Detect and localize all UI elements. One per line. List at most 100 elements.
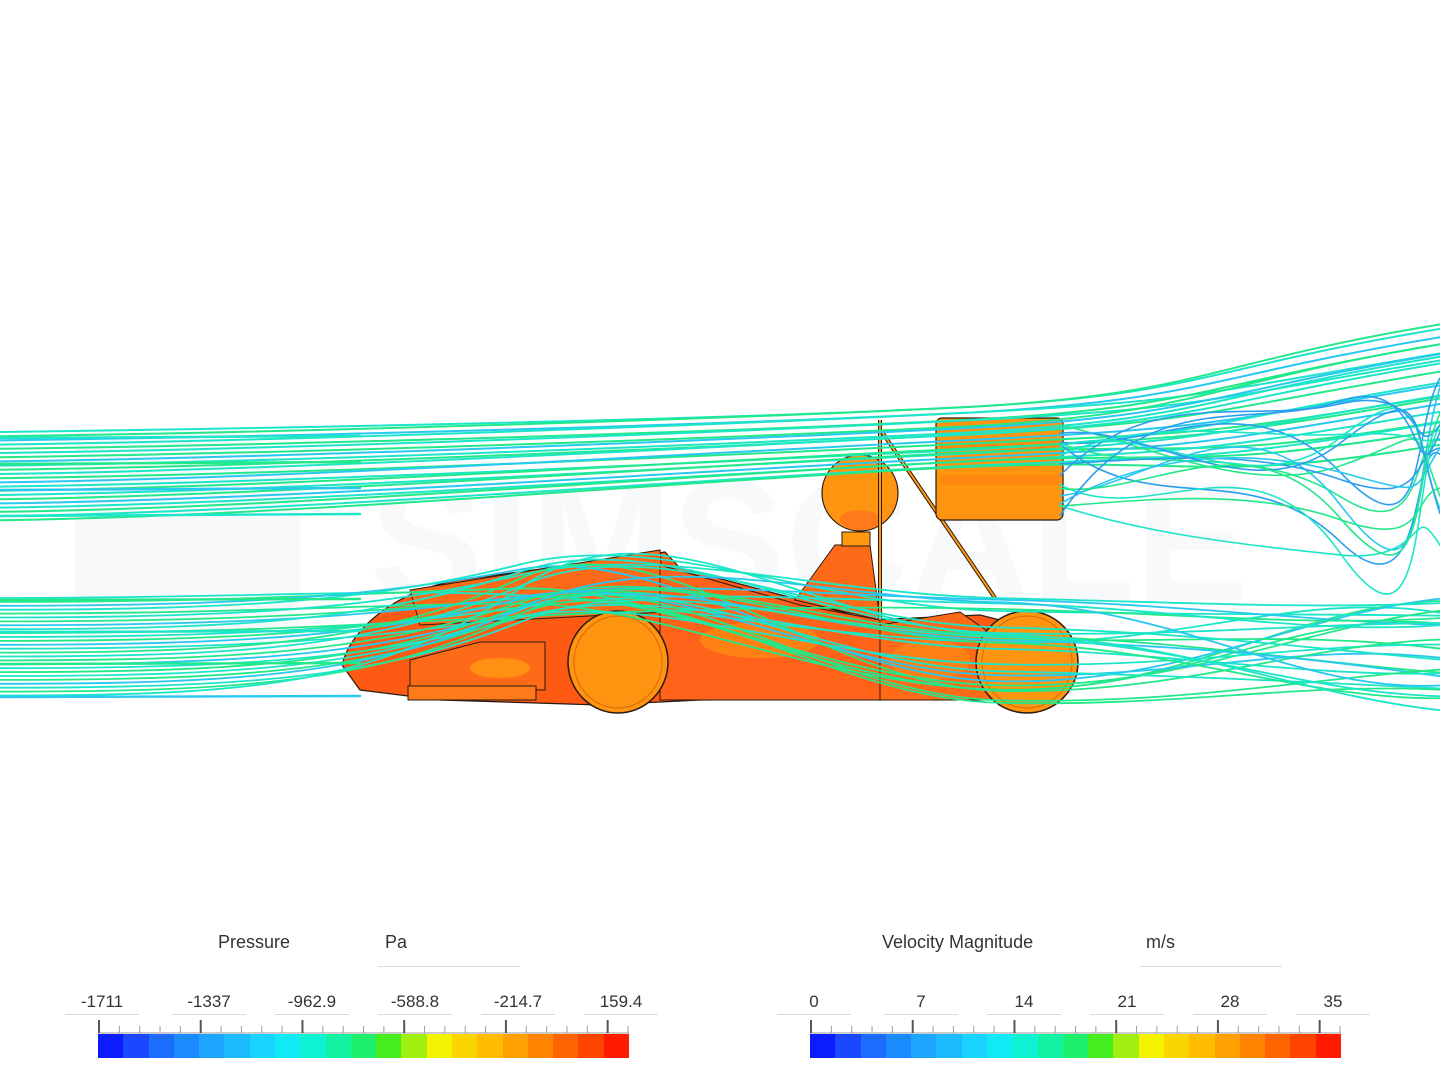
pressure-legend-unit: Pa (385, 932, 408, 952)
streamline (1059, 423, 1440, 497)
streamline (0, 395, 1440, 480)
streamline (1059, 446, 1440, 490)
colorbar-segment (578, 1034, 604, 1058)
streamline (0, 420, 1440, 501)
colorbar-segment (860, 1034, 886, 1058)
colorbar-segment (1138, 1034, 1164, 1058)
colorbar-segment (1163, 1034, 1190, 1058)
streamline (0, 599, 1440, 698)
colorbar-segment (1113, 1034, 1139, 1058)
colorbar-segment (911, 1034, 937, 1058)
streamline (0, 575, 1440, 687)
streamline (1059, 399, 1440, 477)
colorbar-segment (1239, 1034, 1266, 1058)
colorbar-segment (325, 1034, 351, 1058)
colorbar-segment (885, 1034, 912, 1058)
3d-viewport[interactable]: SIMSCALE (0, 0, 1440, 900)
velocity-tick-label: 28 (1220, 992, 1240, 1011)
colorbar-segment (376, 1034, 402, 1058)
front-wheel (567, 610, 669, 714)
streamline (1059, 430, 1440, 457)
streamline (0, 343, 1440, 459)
pressure-tick-label: -588.8 (390, 992, 440, 1011)
streamline (0, 353, 1440, 463)
colorbar-segment (1214, 1034, 1240, 1058)
streamline (1059, 395, 1440, 517)
velocity-legend: Velocity Magnitude m/s 0 7 14 21 28 35 (712, 920, 1432, 1070)
tick-label-underline (884, 1014, 958, 1015)
pressure-tick-label: -1711 (80, 992, 124, 1011)
streamline (0, 592, 1440, 678)
streamline (0, 384, 1440, 484)
streamline (0, 381, 1440, 488)
tick-label-underline (172, 1014, 246, 1015)
pressure-colorbar (98, 1034, 629, 1058)
colorbar-segment (451, 1034, 478, 1058)
streamline (0, 486, 362, 492)
colorbar-segment (1037, 1034, 1063, 1058)
streamline (0, 599, 1440, 705)
pressure-legend: Pressure Pa -1711 -1337 -962.9 -588.8 -214.7… (0, 920, 720, 1070)
streamline (0, 362, 1440, 475)
streamline (0, 592, 1440, 702)
colorbar-segment (1088, 1034, 1114, 1058)
colorbar-segment (148, 1034, 174, 1058)
streamline (1059, 487, 1440, 531)
streamline (0, 352, 1440, 446)
pressure-tick-label: -962.9 (287, 992, 337, 1011)
streamline (0, 554, 1440, 617)
streamline (0, 402, 1440, 505)
simulation-scene[interactable]: SIMSCALE (0, 0, 1440, 900)
tick-label-underline (1296, 1014, 1370, 1015)
colorbar-segment (249, 1034, 275, 1058)
streamline (0, 460, 362, 466)
tick-label-underline (65, 1014, 139, 1015)
tick-label-underline (275, 1014, 349, 1015)
velocity-tick-label: 35 (1323, 992, 1343, 1011)
streamline (1059, 412, 1440, 556)
colorbar-segment (477, 1034, 503, 1058)
colorbar-segment (274, 1034, 301, 1058)
colorbar-segment (1315, 1034, 1341, 1058)
tick-label-underline (1090, 1014, 1164, 1015)
streamline (0, 595, 1440, 638)
velocity-tick-label: 14 (1014, 992, 1034, 1011)
tick-label-underline (987, 1014, 1061, 1015)
colorbar-segment (1290, 1034, 1316, 1058)
velocity-tick-label: 7 (916, 992, 926, 1011)
colorbar-segment (224, 1034, 250, 1058)
velocity-tick-label: 0 (809, 992, 819, 1011)
colorbar-segment (502, 1034, 528, 1058)
tick-label-underline (777, 1014, 851, 1015)
streamline (0, 661, 362, 666)
pressure-legend-title: Pressure (218, 932, 291, 952)
streamline (0, 512, 362, 518)
streamlines (0, 323, 1440, 712)
colorbar-segment (835, 1034, 861, 1058)
colorbar-segment (810, 1034, 836, 1058)
tick-label-underline (378, 1014, 452, 1015)
colorbar-segment (300, 1034, 326, 1058)
pressure-tick-label: 159.4 (599, 992, 643, 1011)
streamline (0, 629, 362, 634)
colorbar-segment (426, 1034, 452, 1058)
tick-label-underline (481, 1014, 555, 1015)
pressure-tick-label: -1337 (187, 992, 231, 1011)
streamline (0, 597, 362, 602)
colorbar-segment (98, 1034, 124, 1058)
colorbar-segment (961, 1034, 987, 1058)
colorbar-segment (350, 1034, 377, 1058)
colorbar-segment (553, 1034, 579, 1058)
streamline (0, 429, 1440, 513)
colorbar-segment (173, 1034, 200, 1058)
streamline (1059, 447, 1440, 505)
colorbar-segment (123, 1034, 149, 1058)
streamline (1059, 505, 1440, 557)
velocity-tick-label: 21 (1117, 992, 1137, 1011)
pressure-unit-underline (378, 966, 520, 967)
tick-label-underline (584, 1014, 658, 1015)
colorbar-segment (401, 1034, 427, 1058)
pressure-tick-label: -214.7 (493, 992, 543, 1011)
streamline (0, 323, 1440, 438)
colorbar-segment (936, 1034, 962, 1058)
